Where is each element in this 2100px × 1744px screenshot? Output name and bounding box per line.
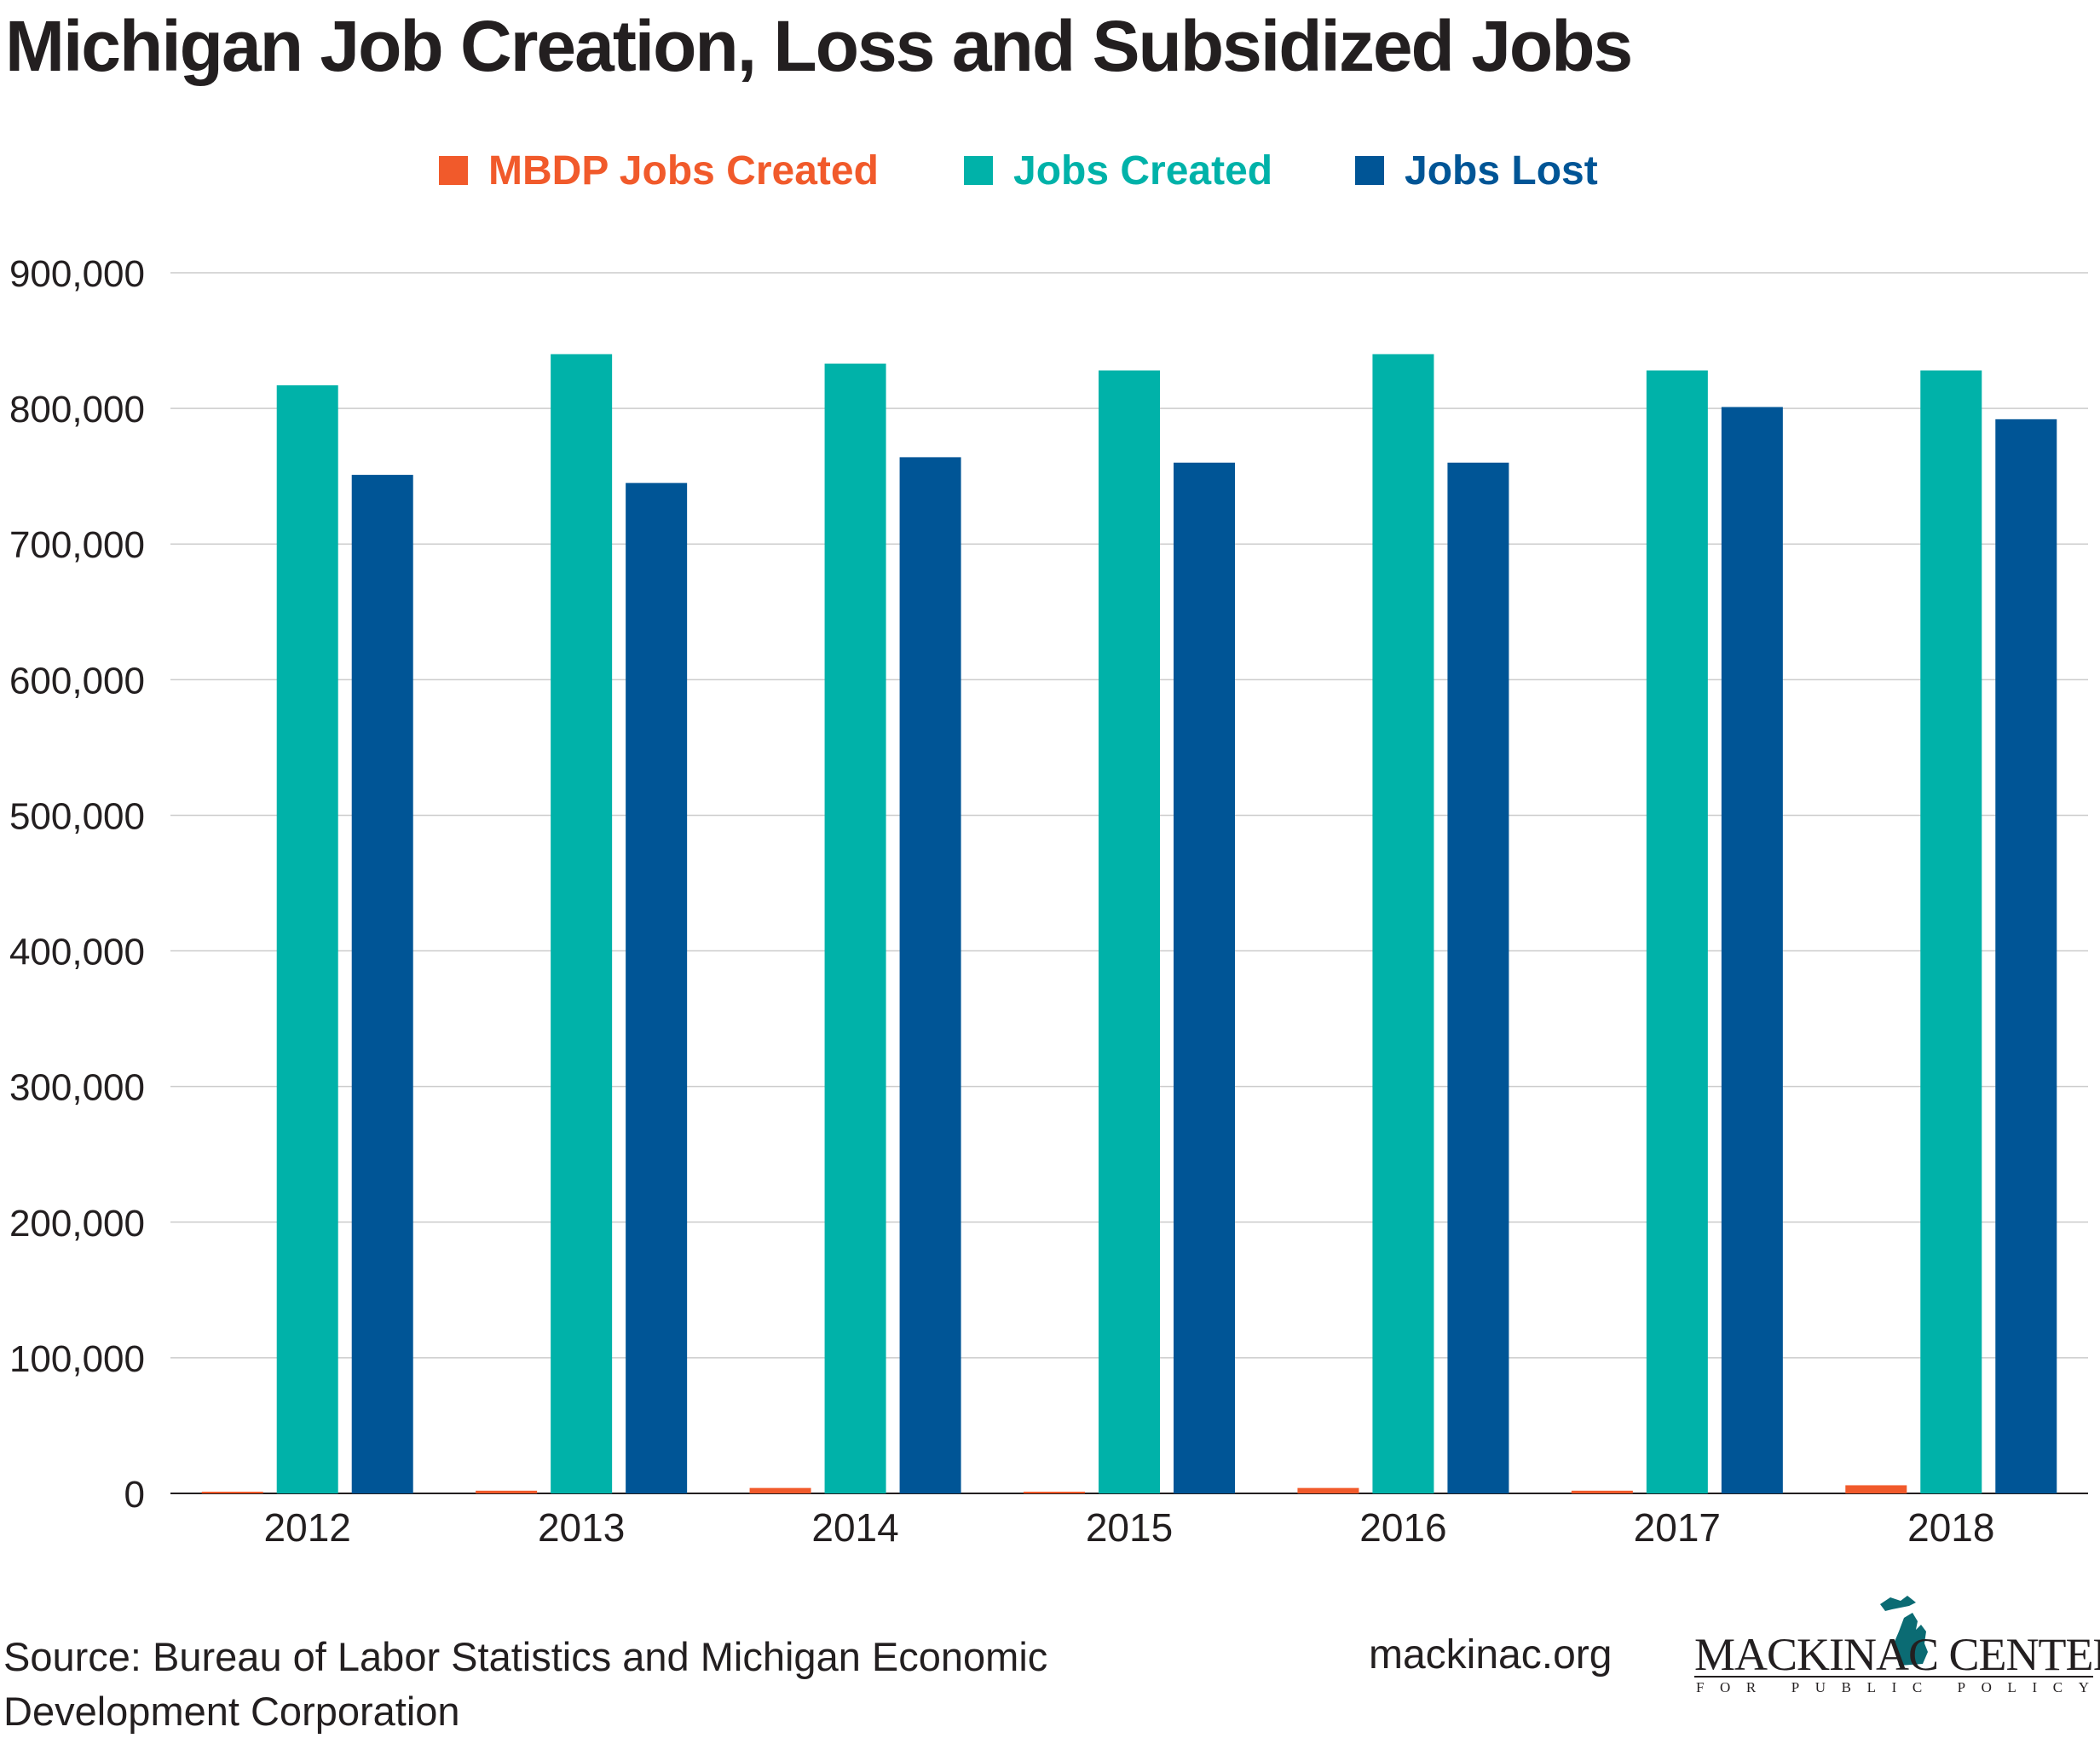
- y-tick-label: 600,000: [9, 660, 145, 702]
- bar-jobs-created-2015: [1099, 370, 1160, 1493]
- bar-jobs-created-2014: [824, 363, 886, 1493]
- bar-jobs-created-2013: [551, 354, 613, 1493]
- website-link[interactable]: mackinac.org: [1369, 1632, 1612, 1678]
- bar-jobs-lost-2014: [899, 457, 961, 1493]
- bar-mbdp-jobs-created-2014: [749, 1487, 811, 1493]
- legend-item-mbdp-jobs-created: MBDP Jobs Created: [439, 143, 879, 198]
- bar-jobs-created-2017: [1646, 370, 1708, 1493]
- bar-jobs-created-2018: [1920, 370, 1982, 1493]
- bar-mbdp-jobs-created-2017: [1571, 1490, 1633, 1493]
- x-tick-label: 2016: [1359, 1505, 1446, 1550]
- bar-mbdp-jobs-created-2012: [201, 1492, 263, 1493]
- y-tick-label: 200,000: [9, 1203, 145, 1244]
- logo-divider: [1694, 1676, 2093, 1678]
- legend-label-mbdp-jobs-created: MBDP Jobs Created: [488, 147, 879, 193]
- legend-item-jobs-created: Jobs Created: [964, 143, 1272, 198]
- y-tick-label: 500,000: [9, 795, 145, 837]
- legend-swatch-mbdp-jobs-created: [439, 156, 468, 185]
- bar-chart: 0 100,000 200,000 300,000 400,000 500,000 600,…: [9, 253, 2088, 1550]
- legend-swatch-jobs-lost: [1355, 156, 1384, 185]
- bar-jobs-lost-2017: [1721, 407, 1783, 1493]
- y-tick-label: 700,000: [9, 524, 145, 566]
- bar-mbdp-jobs-created-2013: [476, 1490, 538, 1493]
- legend-label-jobs-created: Jobs Created: [1013, 147, 1273, 193]
- mackinac-center-logo: MACKINAC CENTER FOR PUBLIC POLICY: [1686, 1592, 2100, 1695]
- y-tick-label: 800,000: [9, 389, 145, 430]
- michigan-map-icon: [1880, 1596, 1928, 1666]
- bar-mbdp-jobs-created-2016: [1297, 1487, 1359, 1493]
- x-tick-label: 2012: [264, 1505, 351, 1550]
- bar-jobs-lost-2015: [1174, 462, 1235, 1493]
- chart-legend: MBDP Jobs Created Jobs Created Jobs Lost: [0, 143, 2100, 198]
- logo-name: MACKINAC CENTER: [1694, 1629, 2100, 1680]
- x-tick-label: 2018: [1907, 1505, 1994, 1550]
- bar-jobs-lost-2018: [1995, 419, 2057, 1494]
- chart-title: Michigan Job Creation, Loss and Subsidiz…: [5, 6, 1633, 86]
- x-tick-label: 2014: [811, 1505, 898, 1550]
- x-tick-label: 2017: [1634, 1505, 1721, 1550]
- y-tick-label: 400,000: [9, 932, 145, 973]
- legend-label-jobs-lost: Jobs Lost: [1405, 147, 1598, 193]
- legend-item-jobs-lost: Jobs Lost: [1355, 143, 1598, 198]
- bars: [201, 354, 2057, 1494]
- y-tick-label: 100,000: [9, 1338, 145, 1380]
- bar-jobs-lost-2016: [1447, 462, 1509, 1493]
- x-tick-label: 2015: [1086, 1505, 1173, 1550]
- legend-swatch-jobs-created: [964, 156, 993, 185]
- bar-jobs-lost-2013: [626, 482, 688, 1493]
- y-axis-tick-labels: 0 100,000 200,000 300,000 400,000 500,000 600,…: [9, 253, 145, 1516]
- y-tick-label: 300,000: [9, 1067, 145, 1109]
- x-axis-tick-labels: 2012 2013 2014 2015 2016 2017 2018: [264, 1505, 1995, 1550]
- x-tick-label: 2013: [538, 1505, 625, 1550]
- y-tick-label: 0: [124, 1474, 145, 1516]
- bar-jobs-created-2012: [276, 385, 338, 1493]
- source-note: Source: Bureau of Labor Statistics and M…: [3, 1634, 1048, 1734]
- bar-mbdp-jobs-created-2015: [1024, 1492, 1085, 1493]
- bar-jobs-created-2016: [1372, 354, 1434, 1493]
- y-tick-label: 900,000: [9, 253, 145, 295]
- bar-mbdp-jobs-created-2018: [1845, 1485, 1907, 1493]
- bar-jobs-lost-2012: [351, 475, 413, 1493]
- logo-subtitle: FOR PUBLIC POLICY: [1696, 1679, 2100, 1695]
